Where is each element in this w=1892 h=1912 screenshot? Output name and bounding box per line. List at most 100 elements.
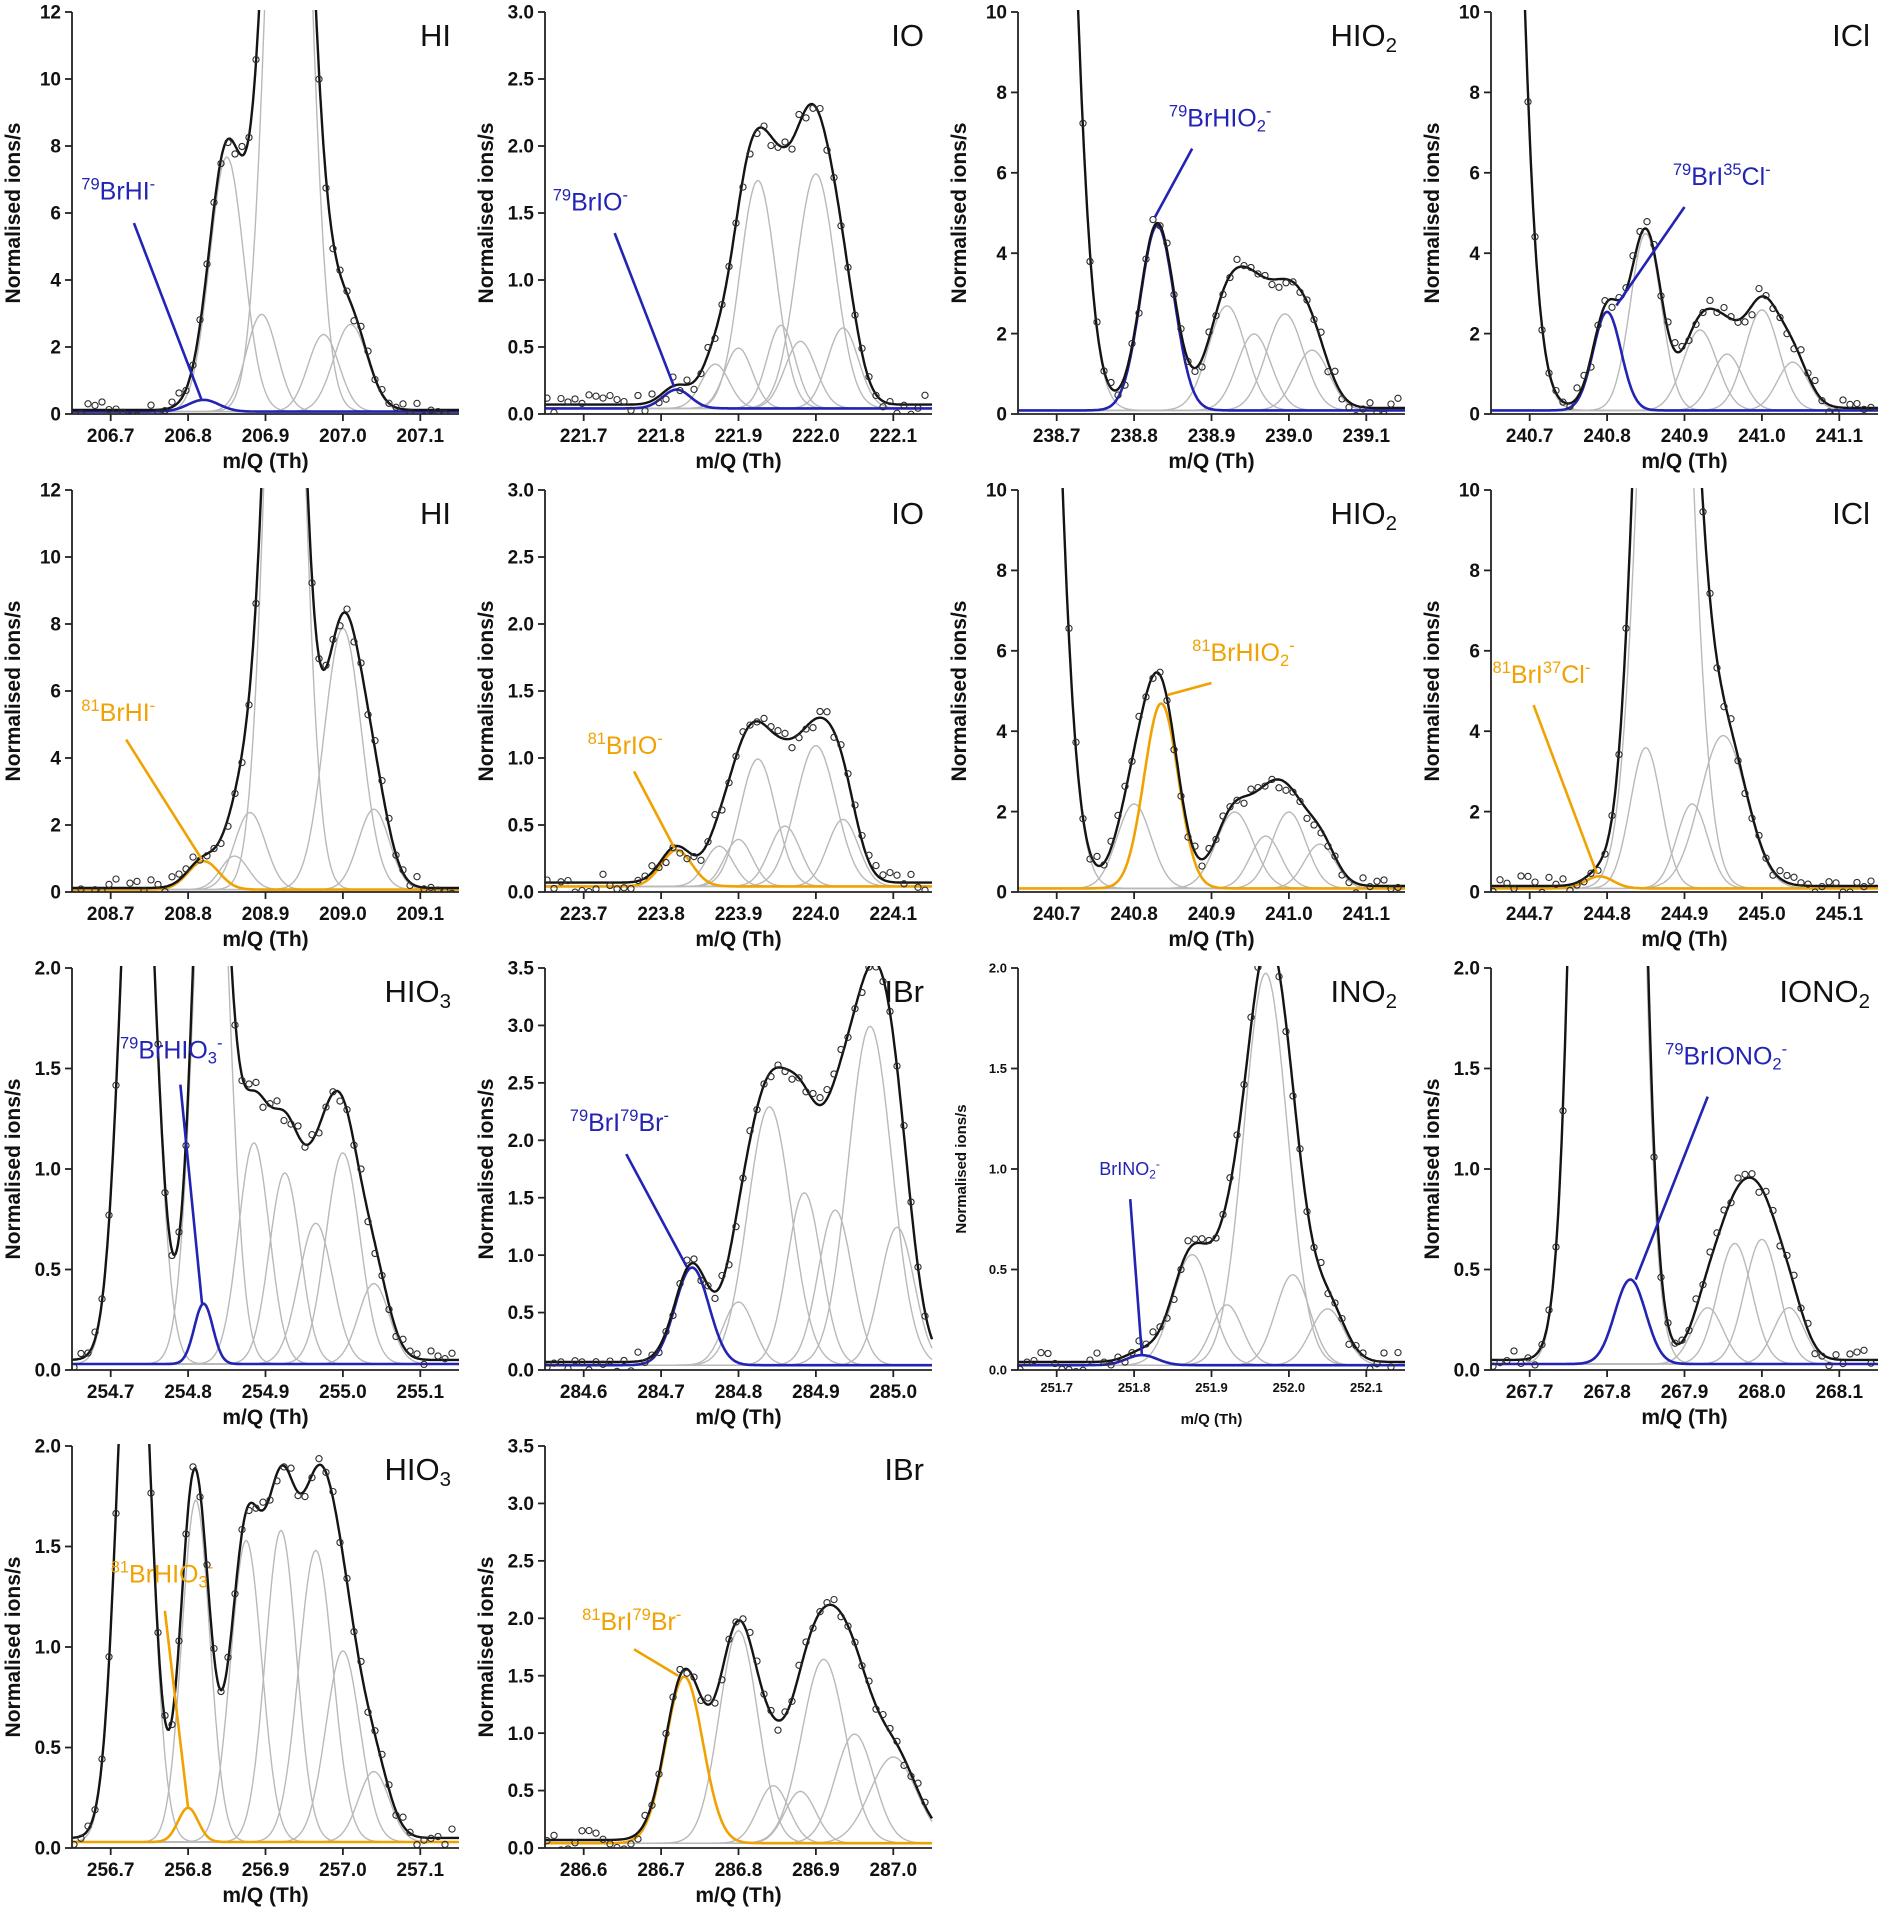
highlight-peak-curve <box>545 848 932 888</box>
x-tick-label: 256.8 <box>164 1860 212 1881</box>
plot-area <box>72 966 459 1370</box>
y-axis-label: Normalised ions/s <box>475 123 498 304</box>
total-fit-curve <box>545 1603 934 1842</box>
x-tick-label: 221.8 <box>637 426 685 447</box>
y-tick-label: 2.0 <box>989 961 1007 976</box>
y-tick-label: 1.0 <box>508 749 534 770</box>
total-fit-curve <box>1018 966 1405 1364</box>
y-tick-label: 1.0 <box>1454 1160 1480 1181</box>
panel-title: HIO2 <box>1330 18 1397 57</box>
x-tick-label: 257.0 <box>319 1860 367 1881</box>
x-tick-label: 255.0 <box>319 1382 367 1403</box>
highlight-peak-curve <box>1018 224 1405 412</box>
x-tick-label: 284.9 <box>792 1382 840 1403</box>
y-tick-label: 2 <box>1469 324 1480 345</box>
component-peak-curve <box>1018 1274 1405 1366</box>
component-peak-curve <box>1491 232 1878 412</box>
annotation-leader-line <box>179 1084 204 1304</box>
data-points <box>1491 1107 1875 1370</box>
species-annotation: 79BrHIO3- <box>120 1034 223 1067</box>
x-tick-label: 241.1 <box>1816 426 1864 447</box>
species-annotation: BrINO2- <box>1099 1157 1160 1182</box>
spectrum-plot: 206.7 206.8 206.9 207.0 207.1 0 2 4 6 8 10 12 m/Q (T… <box>2 3 459 473</box>
spectrum-panel-2: 221.7 221.8 221.9 222.0 222.1 0.0 0.5 1.0 1.5 2.0… <box>473 0 946 478</box>
annotation-leader-line <box>132 222 203 400</box>
x-tick-label: 284.7 <box>637 1382 685 1403</box>
x-tick-label: 252.1 <box>1350 1380 1383 1395</box>
plot-area <box>1491 10 1878 414</box>
y-tick-label: 8 <box>996 561 1007 582</box>
component-peak-curve <box>72 1650 459 1843</box>
y-axis-label: Normalised ions/s <box>948 601 971 782</box>
x-tick-label: 222.1 <box>870 426 918 447</box>
y-tick-label: 0.0 <box>508 1839 534 1860</box>
y-tick-label: 1.0 <box>35 1160 61 1181</box>
y-axis-label: Normalised ions/s <box>2 1079 25 1260</box>
highlight-peak-curve <box>1018 1353 1405 1367</box>
y-tick-label: 6 <box>50 204 61 225</box>
species-annotation: 81BrIO- <box>588 730 663 760</box>
x-tick-label: 251.8 <box>1118 1380 1151 1395</box>
component-peak-curve <box>545 1106 932 1366</box>
y-axis-label: Normalised ions/s <box>2 1557 25 1738</box>
x-tick-label: 223.8 <box>637 904 685 925</box>
spectrum-plot: 238.7 238.8 238.9 239.0 239.1 0 2 4 6 8 10 m/Q (Th)… <box>948 3 1405 473</box>
y-tick-label: 8 <box>1469 561 1480 582</box>
annotation-leader-line <box>1532 704 1599 875</box>
component-peak-curve <box>545 1192 932 1366</box>
x-tick-label: 224.1 <box>870 904 918 925</box>
x-tick-label: 286.6 <box>560 1860 608 1881</box>
x-tick-label: 256.9 <box>242 1860 290 1881</box>
y-tick-label: 6 <box>996 641 1007 662</box>
species-annotation: 79BrHIO2- <box>1169 103 1272 136</box>
y-axis-label: Normalised ions/s <box>475 1557 498 1738</box>
x-tick-label: 208.7 <box>87 904 135 925</box>
x-tick-label: 254.8 <box>164 1382 212 1403</box>
species-annotation: 79BrI35Cl- <box>1673 161 1771 191</box>
y-tick-label: 1.5 <box>508 1188 535 1209</box>
y-tick-label: 0.0 <box>35 1839 61 1860</box>
annotation-leader-line <box>633 1648 679 1677</box>
y-axis-label: Normalised ions/s <box>2 601 25 782</box>
x-tick-label: 238.7 <box>1033 426 1081 447</box>
x-tick-label: 286.9 <box>792 1860 840 1881</box>
y-tick-label: 10 <box>40 70 61 91</box>
y-axis-label: Normalised ions/s <box>1421 1079 1444 1260</box>
spectrum-plot: 240.7 240.8 240.9 241.0 241.1 0 2 4 6 8 10 m/Q (Th)… <box>1421 3 1878 473</box>
plot-area <box>1018 10 1405 414</box>
y-tick-label: 2.0 <box>508 1131 534 1152</box>
panel-title: HI <box>420 496 451 531</box>
y-tick-label: 0.0 <box>989 1363 1007 1378</box>
x-axis-label: m/Q (Th) <box>695 928 781 951</box>
x-tick-label: 223.9 <box>715 904 763 925</box>
plot-area <box>72 488 459 892</box>
y-tick-label: 2.0 <box>1454 959 1480 980</box>
x-tick-label: 238.8 <box>1110 426 1158 447</box>
component-peak-curve <box>545 1629 932 1844</box>
spectrum-panel-9: 254.7 254.8 254.9 255.0 255.1 0.0 0.5 1.0 1.5 2.0… <box>0 956 473 1434</box>
annotation-leader-line <box>1615 206 1686 307</box>
x-tick-label: 286.7 <box>637 1860 685 1881</box>
total-fit-curve <box>72 966 459 1362</box>
y-axis-label: Normalised ions/s <box>1421 123 1444 304</box>
highlight-peak-curve <box>545 388 932 410</box>
spectrum-plot: 254.7 254.8 254.9 255.0 255.1 0.0 0.5 1.0 1.5 2.0… <box>2 959 459 1429</box>
y-tick-label: 1.0 <box>508 1246 534 1267</box>
data-points <box>545 104 929 414</box>
x-tick-label: 245.0 <box>1738 904 1786 925</box>
plot-area <box>72 10 459 414</box>
y-tick-label: 2 <box>996 324 1007 345</box>
y-tick-label: 6 <box>1469 641 1480 662</box>
spectrum-plot: 223.7 223.8 223.9 224.0 224.1 0.0 0.5 1.0 1.5 2.0… <box>475 481 932 951</box>
x-tick-label: 251.9 <box>1195 1380 1228 1395</box>
x-tick-label: 207.1 <box>397 426 445 447</box>
y-axis-label: Normalised ions/s <box>953 1104 970 1233</box>
x-axis-label: m/Q (Th) <box>1641 1406 1727 1429</box>
x-tick-label: 240.9 <box>1188 904 1236 925</box>
x-tick-label: 254.7 <box>87 1382 135 1403</box>
y-tick-label: 10 <box>986 481 1007 502</box>
x-tick-label: 241.0 <box>1738 426 1786 447</box>
component-peak-curve <box>545 1733 932 1844</box>
annotation-leader-line <box>1153 148 1194 218</box>
y-tick-label: 8 <box>996 83 1007 104</box>
